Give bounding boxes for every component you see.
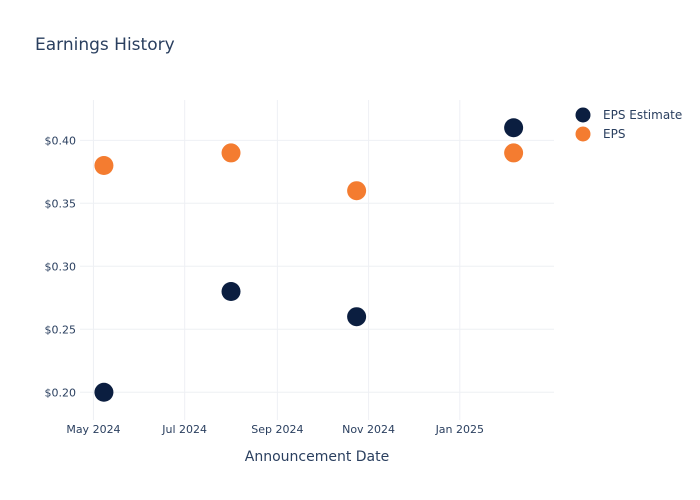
legend-marker-eps-estimate[interactable] xyxy=(575,107,591,123)
eps-estimate-point[interactable] xyxy=(221,281,241,301)
x-axis-title: Announcement Date xyxy=(245,449,389,465)
x-tick-label: May 2024 xyxy=(66,423,120,436)
x-tick-label: Sep 2024 xyxy=(251,423,303,436)
y-tick-label: $0.20 xyxy=(45,386,77,399)
eps-point[interactable] xyxy=(504,143,524,163)
eps-point[interactable] xyxy=(347,181,367,201)
y-tick-label: $0.30 xyxy=(45,260,77,273)
eps-point[interactable] xyxy=(221,143,241,163)
tick-layer: May 2024 Jul 2024 Sep 2024 Nov 2024 Jan 2025… xyxy=(45,134,485,436)
x-tick-label: Jul 2024 xyxy=(161,423,207,436)
eps-estimate-point[interactable] xyxy=(94,382,114,402)
x-tick-label: Jan 2025 xyxy=(435,423,484,436)
chart-title: Earnings History xyxy=(35,35,175,55)
eps-estimate-point[interactable] xyxy=(347,307,367,327)
y-tick-label: $0.35 xyxy=(45,197,77,210)
legend-label-eps-estimate[interactable]: EPS Estimate xyxy=(603,108,682,122)
y-tick-label: $0.40 xyxy=(45,134,77,147)
x-tick-label: Nov 2024 xyxy=(342,423,395,436)
legend-label-eps[interactable]: EPS xyxy=(603,127,625,141)
legend[interactable]: EPS Estimate EPS xyxy=(575,107,683,142)
eps-estimate-point[interactable] xyxy=(504,118,524,138)
y-tick-label: $0.25 xyxy=(45,323,77,336)
grid-layer xyxy=(80,100,554,420)
point-layer xyxy=(94,118,524,402)
eps-point[interactable] xyxy=(94,156,114,176)
legend-marker-eps[interactable] xyxy=(575,126,591,142)
